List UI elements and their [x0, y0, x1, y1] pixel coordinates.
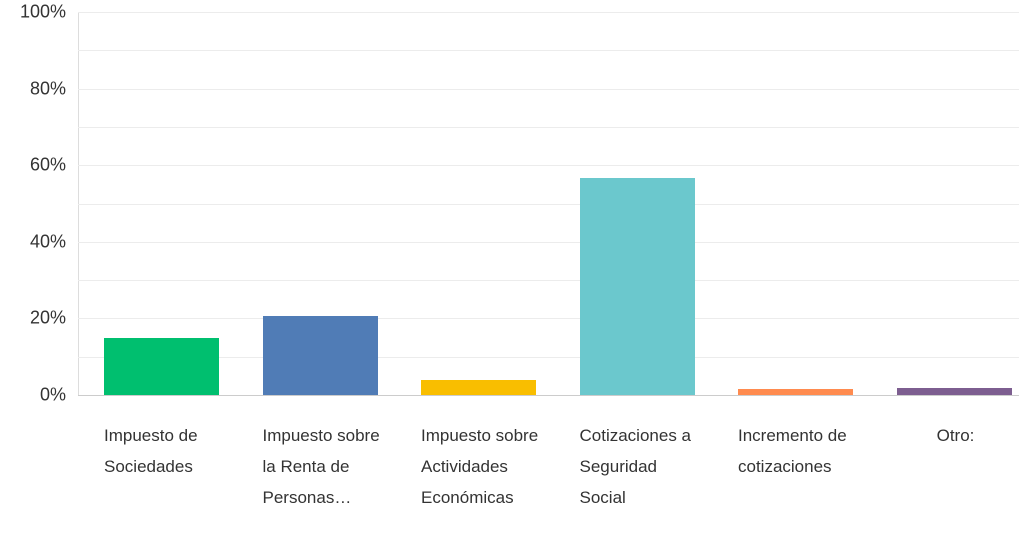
grid-line [78, 88, 1019, 90]
x-tick-label: Impuesto de Sociedades [104, 426, 198, 476]
x-tick-label: Otro: [936, 426, 975, 445]
x-tick-label: Impuesto sobre la Renta de Personas… [262, 426, 380, 507]
y-tick-label: 20% [29, 307, 66, 328]
y-tick-label: 0% [39, 384, 66, 405]
grid-line [78, 241, 1019, 243]
grid-line [78, 203, 1019, 205]
grid-line [78, 280, 1019, 282]
grid-line [78, 318, 1019, 320]
x-tick-label: Incremento de cotizaciones [738, 426, 847, 476]
y-tick-label: 60% [29, 154, 66, 175]
bar [738, 389, 853, 395]
grid-line [78, 165, 1019, 167]
bar [579, 177, 695, 395]
x-tick-label: Impuesto sobre Actividades Económicas [421, 426, 539, 507]
grid-line [78, 356, 1019, 358]
grid-line [78, 12, 1019, 13]
x-axis [78, 395, 1019, 396]
y-tick-label: 40% [29, 231, 66, 252]
grid-line [78, 126, 1019, 128]
y-tick-label: 80% [29, 78, 66, 99]
x-tick-label: Cotizaciones a Seguridad Social [579, 426, 692, 507]
bar [896, 388, 1012, 395]
bar [262, 316, 378, 395]
bar [421, 379, 536, 395]
bar [104, 337, 219, 395]
grid-line [78, 50, 1019, 52]
y-tick-label: 100% [19, 1, 66, 22]
